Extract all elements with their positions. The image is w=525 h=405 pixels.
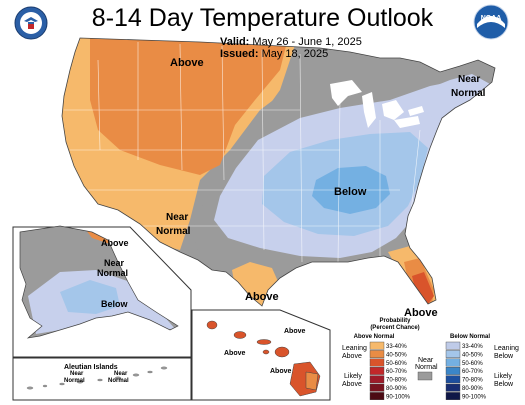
legend-above-header: Above Normal: [354, 334, 395, 340]
noaa-logo: NOAA: [473, 4, 509, 40]
issued-value: May 18, 2025: [261, 48, 329, 60]
legend-below-swatch-3: [445, 367, 461, 375]
issued-line: Issued: May 18, 2025: [220, 48, 328, 60]
legend-below-range-3: 60-70%: [462, 369, 483, 375]
alaska-below-mid: [60, 280, 120, 314]
page-title: 8-14 Day Temperature Outlook: [91, 4, 434, 32]
oahu: [233, 331, 247, 339]
legend-leaning-below-2: Below: [494, 353, 514, 360]
label-aleutian-near-left-2: Normal: [64, 378, 85, 384]
legend-below-swatch-5: [445, 383, 461, 392]
legend-near-1: Near: [418, 357, 434, 364]
great-lakes: [330, 80, 424, 128]
label-hawaii-above-1: Above: [284, 328, 306, 335]
legend-likely-above-2: Above: [342, 381, 362, 388]
above-florida-dark: [412, 272, 434, 304]
legend-above-bins: 33-40% 40-50% 50-60% 60-70% 70-80% 80-90% 90-1…: [369, 341, 411, 400]
valid-label: Valid:: [220, 36, 250, 48]
legend-below-range-1: 40-50%: [462, 352, 483, 358]
legend-below-range-2: 50-60%: [462, 361, 483, 367]
legend-title-1: Probability: [379, 318, 411, 324]
eagle-seal-icon: [14, 6, 48, 40]
label-alaska-near-2: Normal: [97, 268, 128, 278]
label-alaska-below: Below: [101, 299, 129, 309]
legend-below-bins: 33-40% 40-50% 50-60% 60-70% 70-80% 80-90% 90-1…: [445, 341, 487, 400]
label-near-northeast-2: Normal: [451, 88, 486, 99]
legend-above-range-3: 60-70%: [386, 369, 407, 375]
label-below-center: Below: [334, 186, 367, 198]
legend-above-range-4: 70-80%: [386, 378, 407, 384]
legend-below-swatch-2: [445, 358, 461, 367]
legend-below-swatch-1: [445, 350, 461, 358]
below-33-40-northeast: [420, 74, 490, 120]
aleutian-inset-frame: [12, 357, 192, 401]
legend-above-swatch-2: [369, 358, 385, 367]
label-hawaii-above-2: Above: [224, 350, 246, 357]
label-above-florida: Above: [404, 307, 438, 319]
legend-title-2: (Percent Chance): [370, 325, 419, 331]
legend-above-range-0: 33-40%: [386, 344, 407, 350]
legend-leaning-above-2: Above: [342, 353, 362, 360]
state-borders: [64, 42, 421, 263]
legend-below-range-5: 80-90%: [462, 386, 483, 392]
label-aleutian-near-right-2: Normal: [108, 378, 129, 384]
legend-leaning-above-1: Leaning: [342, 345, 367, 352]
legend-above-swatch-1: [369, 350, 385, 358]
legend-above-range-2: 50-60%: [386, 361, 407, 367]
valid-line: Valid: May 26 - June 1, 2025: [220, 36, 362, 48]
conus-outline: [61, 37, 496, 307]
label-near-southwest-2: Normal: [156, 226, 191, 237]
legend-above-range-1: 40-50%: [386, 352, 407, 358]
label-near-southwest-1: Near: [166, 212, 188, 223]
legend-above-swatch-5: [369, 383, 385, 392]
label-near-northeast-1: Near: [458, 74, 480, 85]
label-alaska-above: Above: [101, 238, 129, 248]
legend-above-swatch-3: [369, 367, 385, 375]
label-aleutian-near-right-1: Near: [114, 371, 128, 377]
legend-likely-below-2: Below: [494, 381, 514, 388]
legend-likely-above-1: Likely: [344, 373, 362, 380]
legend-above-range-6: 90-100%: [386, 394, 411, 400]
lanai: [262, 349, 270, 355]
legend-below-range-0: 33-40%: [462, 344, 483, 350]
legend-likely-below-1: Likely: [494, 373, 512, 380]
legend-above-range-5: 80-90%: [386, 386, 407, 392]
label-above-northwest: Above: [170, 57, 204, 69]
legend-above-swatch-0: [369, 341, 385, 350]
legend-near-swatch: [417, 371, 433, 381]
legend-above-swatch-4: [369, 375, 385, 384]
legend: Probability (Percent Chance) Above Norma…: [342, 318, 519, 400]
legend-below-swatch-6: [445, 392, 461, 400]
aleutian-islands: [26, 366, 168, 390]
noaa-text: NOAA: [481, 15, 502, 22]
kauai: [206, 320, 218, 330]
valid-value: May 26 - June 1, 2025: [252, 36, 362, 48]
legend-below-swatch-0: [445, 341, 461, 350]
doc-seal-logo: [14, 6, 48, 40]
label-aleutian-near-left-1: Near: [70, 371, 84, 377]
big-island-east: [305, 371, 319, 391]
hawaii-islands: [206, 320, 321, 397]
molokai: [256, 339, 272, 345]
maui: [274, 346, 290, 358]
legend-above-swatch-6: [369, 392, 385, 400]
legend-below-header: Below Normal: [450, 334, 490, 340]
legend-near-2: Normal: [415, 364, 438, 371]
legend-below-swatch-4: [445, 375, 461, 384]
label-aleutian-title: Aleutian Islands: [64, 364, 118, 371]
above-40-50-west: [90, 38, 290, 175]
issued-label: Issued:: [220, 48, 259, 60]
legend-below-range-4: 70-80%: [462, 378, 483, 384]
legend-below-range-6: 90-100%: [462, 394, 487, 400]
label-above-texas: Above: [245, 291, 279, 303]
alaska-outline: [19, 225, 179, 339]
noaa-icon: NOAA: [473, 4, 509, 40]
label-hawaii-above-3: Above: [270, 368, 292, 375]
legend-leaning-below-1: Leaning: [494, 345, 519, 352]
label-alaska-near-1: Near: [104, 258, 125, 268]
